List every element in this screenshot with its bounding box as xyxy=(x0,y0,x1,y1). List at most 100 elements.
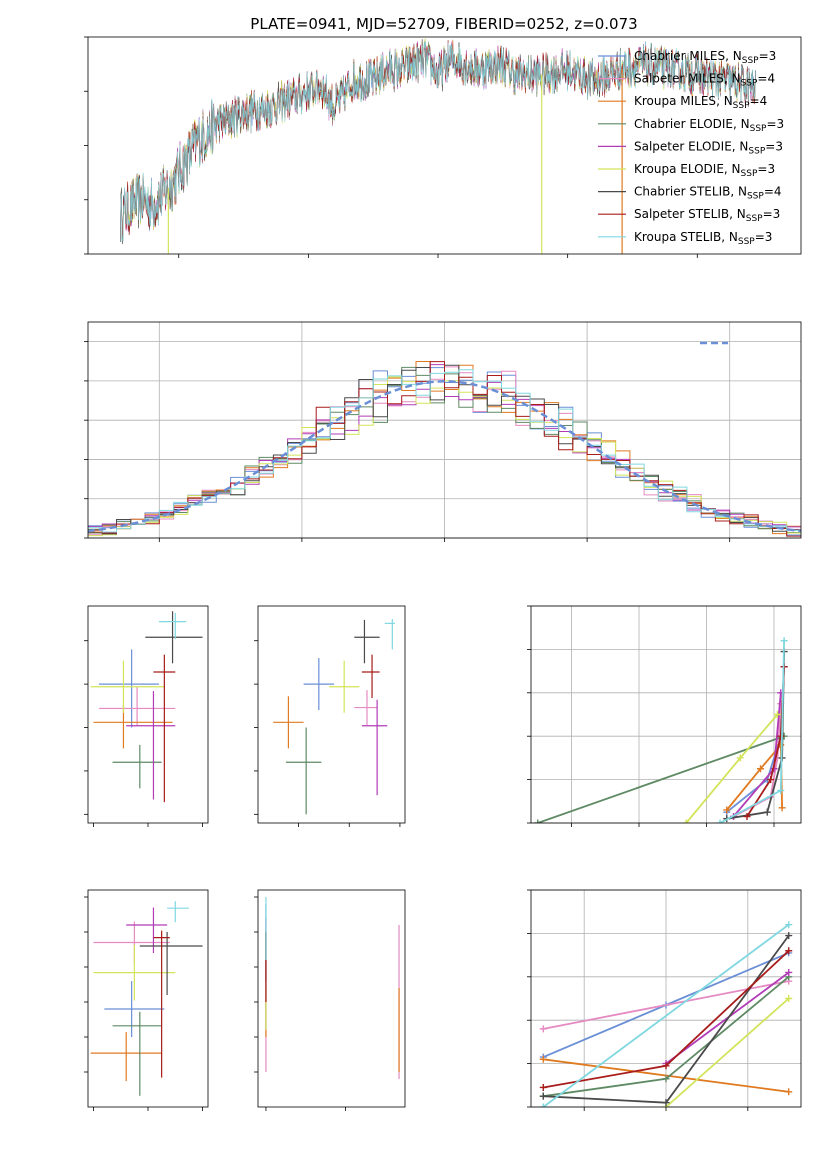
data-point xyxy=(90,1032,162,1082)
series-marker xyxy=(785,968,793,976)
legend-label: Salpeter ELODIE, NSSP=3 xyxy=(634,139,783,156)
data-point xyxy=(112,744,162,789)
grid-lines xyxy=(531,605,801,824)
axes-frame xyxy=(530,605,802,824)
series-marker xyxy=(763,808,771,816)
legend-item: Kroupa MILES, NSSP=4 xyxy=(598,94,767,111)
chart-mass-vs-z xyxy=(84,889,209,1111)
chart-weight-vs-age xyxy=(527,605,802,827)
axes-frame xyxy=(87,36,802,255)
series-marker xyxy=(539,1083,547,1091)
legend-nssp-value: 3 xyxy=(769,49,777,63)
data-point xyxy=(354,619,380,664)
data-point xyxy=(126,691,176,800)
data-point xyxy=(361,654,380,699)
legend-label: Kroupa ELODIE, NSSP=3 xyxy=(634,162,775,179)
data-point xyxy=(98,686,176,726)
legend-nssp-value: 4 xyxy=(767,72,775,86)
data-point xyxy=(93,944,176,1001)
legend-model-name: Salpeter STELIB xyxy=(634,207,729,221)
data-point xyxy=(153,654,176,803)
legend-model-name: Chabrier STELIB xyxy=(634,185,730,199)
series-marker xyxy=(757,765,764,773)
series-marker xyxy=(539,1103,547,1107)
histogram-step xyxy=(88,364,801,535)
chart-residuals xyxy=(84,321,802,542)
legend-nssp-prefix: , N xyxy=(721,230,738,244)
legend-nssp-value: 4 xyxy=(760,94,768,108)
legend-item: Kroupa STELIB, NSSP=3 xyxy=(598,230,772,247)
legend-nssp-eq: = xyxy=(764,185,774,199)
series-marker xyxy=(662,1075,670,1083)
plot-layer xyxy=(265,897,400,1079)
plot-layer xyxy=(120,38,756,254)
legend-nssp-prefix: , N xyxy=(724,162,741,176)
legend-model-name: Kroupa STELIB xyxy=(634,230,721,244)
legend-nssp-sub: SSP xyxy=(738,237,755,247)
grid-lines xyxy=(531,889,801,1108)
legend-label: Kroupa MILES, NSSP=4 xyxy=(634,94,767,111)
legend-nssp-prefix: , N xyxy=(724,72,741,86)
legend-nssp-eq: = xyxy=(759,49,769,63)
legend-nssp-prefix: , N xyxy=(732,139,749,153)
series-line xyxy=(665,997,790,1107)
legend-item: Salpeter STELIB, NSSP=3 xyxy=(598,207,780,224)
series-line xyxy=(542,923,790,1107)
series-marker xyxy=(662,1062,670,1070)
plot-layer xyxy=(88,361,801,537)
figure-title: PLATE=0941, MJD=52709, FIBERID=0252, z=0… xyxy=(250,15,637,33)
legend-model-name: Salpeter ELODIE xyxy=(634,139,732,153)
series-marker xyxy=(723,806,731,814)
series-marker xyxy=(662,1099,670,1107)
series-marker xyxy=(777,732,785,740)
plot-layer xyxy=(90,611,203,803)
series-marker xyxy=(539,1092,547,1100)
legend-label: Chabrier MILES, NSSP=3 xyxy=(634,49,776,66)
legend-nssp-sub: SSP xyxy=(748,146,765,156)
data-point xyxy=(384,619,395,650)
legend-nssp-prefix: , N xyxy=(733,117,750,131)
spectrum-line xyxy=(120,41,756,242)
legend-model-name: Chabrier ELODIE xyxy=(634,117,733,131)
legend-nssp-prefix: , N xyxy=(730,185,747,199)
series-marker xyxy=(780,637,788,645)
legend-nssp-sub: SSP xyxy=(742,56,759,66)
series-marker xyxy=(777,786,785,794)
legend-model-name: Salpeter MILES xyxy=(634,72,724,86)
legend-label: Chabrier ELODIE, NSSP=3 xyxy=(634,117,784,134)
axes-frame xyxy=(87,321,802,539)
axes-frame xyxy=(87,889,209,1108)
legend-nssp-sub: SSP xyxy=(741,169,758,179)
legend-nssp-eq: = xyxy=(755,230,765,244)
legend-nssp-value: 3 xyxy=(773,207,781,221)
chart-age-vs-mass xyxy=(254,605,406,827)
series-marker xyxy=(785,947,793,955)
series-marker xyxy=(539,1055,547,1063)
data-point xyxy=(303,658,335,711)
axes-frame xyxy=(87,605,209,824)
legend-label: Salpeter STELIB, NSSP=3 xyxy=(634,207,780,224)
series-marker xyxy=(773,711,781,718)
series-marker xyxy=(534,819,542,823)
legend-nssp-eq: = xyxy=(757,72,767,86)
axes-frame xyxy=(257,605,406,824)
histogram-step xyxy=(88,361,801,537)
data-point xyxy=(112,1011,162,1096)
data-point xyxy=(98,649,159,728)
legend-item: Salpeter ELODIE, NSSP=3 xyxy=(598,139,783,156)
data-point xyxy=(361,699,388,796)
legend-nssp-value: 3 xyxy=(775,139,783,153)
data-point xyxy=(90,660,165,713)
normal-curve xyxy=(88,380,801,533)
legend-item: Salpeter MILES, NSSP=4 xyxy=(598,72,775,89)
series-marker xyxy=(778,804,786,812)
legend-item: Kroupa ELODIE, NSSP=3 xyxy=(598,162,775,179)
data-point xyxy=(93,921,170,964)
chart-weight-vs-z xyxy=(527,889,802,1111)
axes-frame xyxy=(257,889,406,1108)
legend-nssp-sub: SSP xyxy=(733,101,750,111)
legend-nssp-eq: = xyxy=(765,139,775,153)
plot-layer xyxy=(90,901,203,1096)
